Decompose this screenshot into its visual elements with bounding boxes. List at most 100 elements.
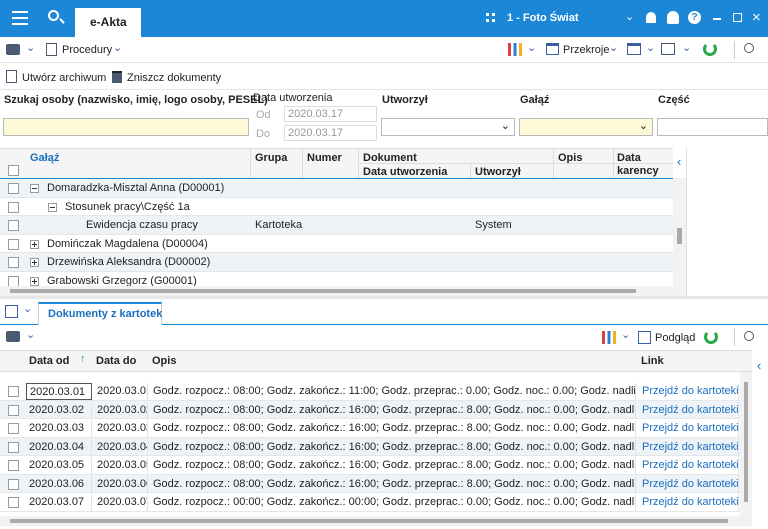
close-button[interactable]: × <box>752 9 761 26</box>
document-link[interactable]: Przejdź do kartoteki <box>639 383 739 400</box>
layout-icon[interactable] <box>627 43 641 55</box>
created-by-select[interactable]: ⌄ <box>381 118 515 136</box>
find-button[interactable] <box>744 331 754 341</box>
expand-toggle[interactable] <box>30 277 39 286</box>
expand-toggle[interactable] <box>30 240 39 249</box>
collapse-toggle[interactable] <box>48 203 57 212</box>
document-cell: Godz. rozpocz.: 08:00; Godz. zakończ.: 1… <box>150 439 636 456</box>
maximize-button[interactable] <box>733 13 742 22</box>
dropdown-arrow[interactable]: ⌄ <box>23 302 32 315</box>
horizontal-scrollbar[interactable] <box>0 286 686 296</box>
row-checkbox[interactable] <box>8 442 19 453</box>
chart-icon[interactable] <box>508 43 522 56</box>
user-icon[interactable] <box>667 11 679 24</box>
column-header[interactable]: Data od <box>29 355 69 367</box>
dropdown-arrow[interactable]: ⌄ <box>113 41 122 54</box>
dropdown-arrow[interactable]: ⌄ <box>609 41 618 54</box>
help-icon[interactable]: ? <box>688 11 701 24</box>
panel-splitter[interactable] <box>0 296 768 299</box>
collapse-button[interactable]: ‹ <box>757 358 761 373</box>
row-checkbox[interactable] <box>8 239 19 250</box>
search-button[interactable] <box>48 10 59 21</box>
column-header[interactable]: Data do <box>96 355 136 367</box>
bell-icon[interactable] <box>646 12 656 23</box>
date-label: Data utworzenia <box>253 92 333 104</box>
print-button[interactable] <box>6 44 20 55</box>
preview-icon[interactable] <box>638 331 651 344</box>
documents-tab-label[interactable]: Dokumenty z kartotek <box>48 308 162 320</box>
refresh-button[interactable] <box>704 330 718 344</box>
sections-button[interactable]: Przekroje <box>563 44 609 56</box>
column-header[interactable]: Grupa <box>255 152 287 164</box>
company-dropdown[interactable]: ⌄ <box>625 10 634 23</box>
header-divider <box>613 148 614 178</box>
dropdown-arrow[interactable]: ⌄ <box>646 41 655 54</box>
row-checkbox[interactable] <box>8 183 19 194</box>
row-checkbox[interactable] <box>8 220 19 231</box>
collapse-button[interactable]: ‹ <box>677 154 681 169</box>
row-checkbox[interactable] <box>8 202 19 213</box>
collapse-toggle[interactable] <box>30 184 39 193</box>
destroy-documents-button[interactable]: Zniszcz dokumenty <box>127 72 221 84</box>
group-cell: Kartoteka <box>255 219 302 231</box>
document-link[interactable]: Przejdź do kartoteki <box>639 420 739 437</box>
column-header[interactable]: Data karency kary/nagany <box>617 152 673 178</box>
document-cell: 2020.03.04 <box>94 439 148 456</box>
to-date[interactable]: 2020.03.17 <box>288 127 343 139</box>
column-header[interactable]: Numer <box>307 152 342 164</box>
row-checkbox[interactable] <box>8 405 19 416</box>
dropdown-arrow[interactable]: ⌄ <box>682 41 691 54</box>
column-header[interactable]: Link <box>641 355 664 367</box>
menu-button[interactable] <box>12 11 28 25</box>
row-checkbox[interactable] <box>8 497 19 508</box>
archive-icon[interactable] <box>6 70 17 83</box>
column-header[interactable]: Opis <box>152 355 176 367</box>
document-link[interactable]: Przejdź do kartoteki <box>639 494 739 511</box>
minimize-button[interactable] <box>713 18 721 20</box>
document-link[interactable]: Przejdź do kartoteki <box>639 402 739 419</box>
row-checkbox[interactable] <box>8 257 19 268</box>
vertical-scrollbar[interactable] <box>673 178 686 286</box>
trash-icon[interactable] <box>112 71 122 83</box>
select-all-checkbox[interactable] <box>8 165 19 176</box>
create-archive-button[interactable]: Utwórz archiwum <box>22 72 106 84</box>
procedures-icon[interactable] <box>46 43 57 56</box>
dropdown-arrow[interactable]: ⌄ <box>621 328 630 341</box>
sections-icon[interactable] <box>546 43 559 55</box>
tab-label[interactable]: e-Akta <box>90 15 127 29</box>
dropdown-arrow[interactable]: ⌄ <box>26 328 35 341</box>
chart-icon[interactable] <box>602 331 616 344</box>
row-checkbox[interactable] <box>8 423 19 434</box>
row-checkbox[interactable] <box>8 479 19 490</box>
procedures-button[interactable]: Procedury <box>62 44 112 56</box>
search-input[interactable] <box>3 118 249 136</box>
document-cell: 2020.03.06 <box>94 476 148 493</box>
from-date[interactable]: 2020.03.17 <box>288 108 343 120</box>
print-button[interactable] <box>6 331 20 342</box>
document-link[interactable]: Przejdź do kartoteki <box>639 457 739 474</box>
separator <box>734 328 735 346</box>
preview-button[interactable]: Podgląd <box>655 332 695 344</box>
panel-icon[interactable] <box>5 305 18 318</box>
dropdown-arrow[interactable]: ⌄ <box>26 41 35 54</box>
document-link[interactable]: Przejdź do kartoteki <box>639 476 739 493</box>
filter-icon[interactable] <box>661 43 675 55</box>
column-header[interactable]: Utworzył <box>475 166 521 178</box>
expand-toggle[interactable] <box>30 258 39 267</box>
column-header[interactable]: Gałąź <box>30 152 59 164</box>
grid-icon[interactable] <box>486 13 495 22</box>
vertical-scrollbar[interactable] <box>740 372 752 516</box>
row-checkbox[interactable] <box>8 386 19 397</box>
branch-select[interactable]: ⌄ <box>519 118 653 136</box>
company-name[interactable]: 1 - Foto Świat <box>507 12 579 24</box>
horizontal-scrollbar[interactable] <box>0 516 752 526</box>
header-divider <box>302 148 303 178</box>
refresh-button[interactable] <box>703 42 717 56</box>
row-checkbox[interactable] <box>8 460 19 471</box>
find-button[interactable] <box>744 43 754 53</box>
document-link[interactable]: Przejdź do kartoteki <box>639 439 739 456</box>
row-checkbox[interactable] <box>8 276 19 287</box>
dropdown-arrow[interactable]: ⌄ <box>527 41 536 54</box>
part-input[interactable] <box>657 118 768 136</box>
column-header[interactable]: Data utworzenia <box>363 166 447 178</box>
